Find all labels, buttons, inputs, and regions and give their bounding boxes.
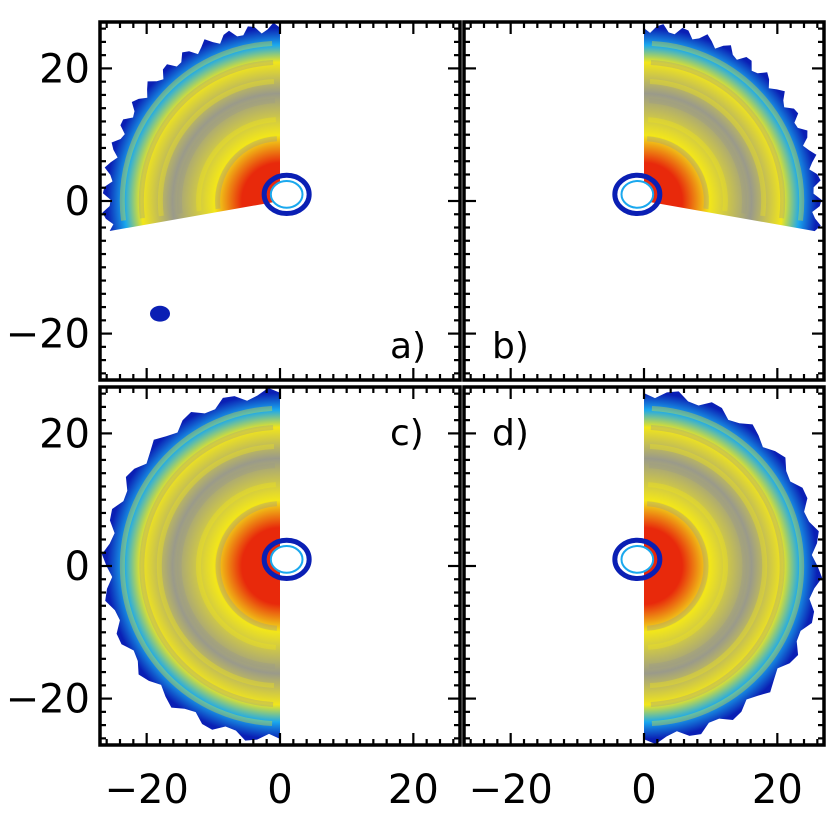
panel-label: a) bbox=[390, 326, 426, 367]
streak-arc bbox=[651, 41, 805, 221]
streak-arc bbox=[650, 425, 785, 707]
streak-arc bbox=[648, 463, 748, 669]
streak-arc bbox=[139, 425, 274, 707]
y-tick-label: 20 bbox=[39, 411, 90, 457]
streak-arc bbox=[156, 444, 275, 688]
y-tick-label: −20 bbox=[6, 312, 90, 358]
x-tick-label: −20 bbox=[104, 767, 188, 813]
panel-label: c) bbox=[390, 413, 424, 454]
panels: a) b) c) d) bbox=[98, 20, 826, 747]
y-tick-label: 0 bbox=[65, 179, 90, 225]
x-tick-label: 20 bbox=[388, 767, 439, 813]
streak-arc bbox=[649, 444, 768, 688]
x-tick-label: 0 bbox=[631, 767, 656, 813]
streak-arc bbox=[215, 136, 278, 210]
axis-labels: −20 0 20 −20 0 20 −20 0 20 −20 0 20 bbox=[6, 46, 803, 813]
streak-arc bbox=[646, 136, 709, 210]
streak-arc bbox=[647, 117, 728, 212]
streak-arc bbox=[196, 117, 277, 212]
panel-c: c) bbox=[98, 385, 462, 747]
y-tick-label: 20 bbox=[39, 46, 90, 92]
emission-region bbox=[644, 391, 823, 745]
streak-arc bbox=[196, 482, 277, 650]
streak-arc bbox=[138, 60, 274, 219]
ring-outer bbox=[261, 537, 312, 582]
streak-arc bbox=[176, 463, 276, 669]
x-tick-label: 0 bbox=[267, 767, 292, 813]
y-tick-label: 0 bbox=[65, 544, 90, 590]
panel-b: b) bbox=[462, 20, 826, 382]
streak-arc bbox=[215, 501, 278, 631]
ring-outer bbox=[261, 172, 312, 217]
ring-outer bbox=[612, 172, 663, 217]
emission-region bbox=[101, 387, 281, 741]
ring-hole bbox=[269, 180, 304, 209]
y-tick-label: −20 bbox=[6, 677, 90, 723]
x-tick-label: 20 bbox=[752, 767, 803, 813]
streak-arc bbox=[651, 406, 805, 726]
ring-hole bbox=[269, 545, 304, 574]
streak-arc bbox=[648, 98, 748, 214]
streak-arc bbox=[119, 41, 273, 221]
streak-arc bbox=[649, 79, 767, 217]
panel-label: b) bbox=[492, 326, 529, 367]
streak-arc bbox=[157, 79, 275, 217]
x-tick-label: −20 bbox=[468, 767, 552, 813]
streak-arc bbox=[650, 60, 786, 219]
panel-a: a) bbox=[98, 20, 462, 382]
streak-arc bbox=[119, 406, 273, 726]
streak-arc bbox=[646, 501, 709, 631]
streak-arc bbox=[647, 482, 728, 650]
ring-hole bbox=[620, 180, 655, 209]
ring-outer bbox=[612, 537, 663, 582]
panel-d: d) bbox=[462, 385, 826, 747]
emission-region bbox=[644, 24, 822, 232]
panel-label: d) bbox=[492, 413, 529, 454]
emission-region bbox=[102, 22, 281, 231]
blob-region bbox=[150, 305, 170, 322]
streak-arc bbox=[176, 98, 276, 214]
ring-hole bbox=[620, 545, 655, 574]
